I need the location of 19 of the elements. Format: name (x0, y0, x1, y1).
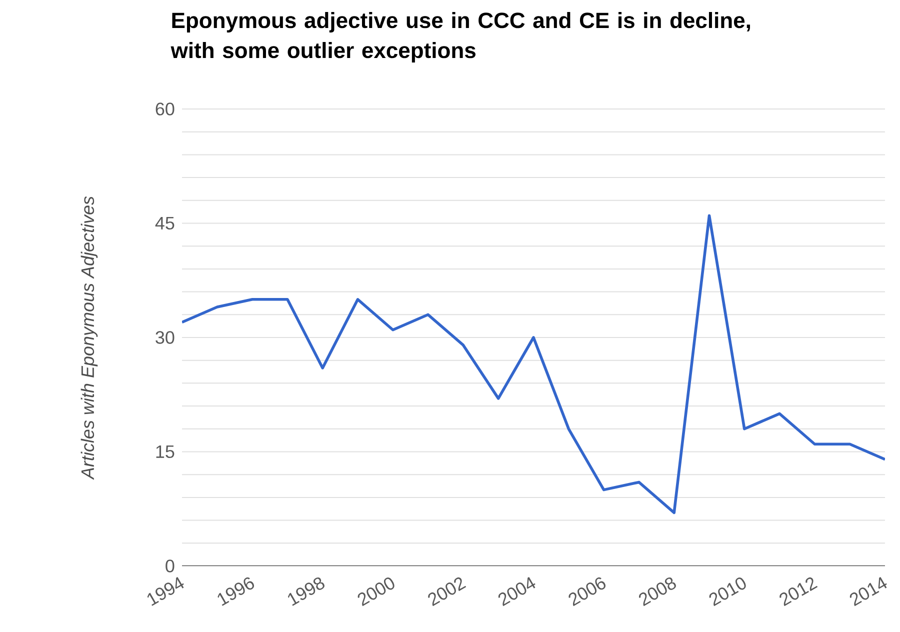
x-tick-label: 1996 (218, 577, 254, 606)
y-tick-label: 15 (156, 445, 174, 458)
x-tick-label: 2008 (639, 577, 676, 606)
y-tick-label: 30 (156, 331, 174, 344)
chart-title: Eponymous adjective use in CCC and CE is in decline, with some outlier exceptions (170, 12, 750, 62)
x-tick-label: 1998 (288, 577, 324, 606)
y-tick-label: 45 (155, 216, 174, 230)
y-tick-label: 60 (156, 102, 174, 116)
x-tick-label: 2006 (568, 577, 606, 606)
x-tick-label: 2012 (780, 577, 818, 606)
y-tick-label: 0 (166, 560, 174, 572)
x-tick-label: 2002 (428, 577, 466, 606)
y-axis-title: Articles with Eponymous Adjectives (80, 196, 98, 480)
x-tick-label: 2014 (850, 576, 887, 606)
line-series (182, 214, 885, 514)
x-tick-label: 2004 (498, 576, 536, 606)
x-tick-label: 2000 (358, 578, 394, 606)
x-tick-label: 2010 (709, 578, 746, 606)
x-tick-label: 1994 (147, 576, 184, 606)
